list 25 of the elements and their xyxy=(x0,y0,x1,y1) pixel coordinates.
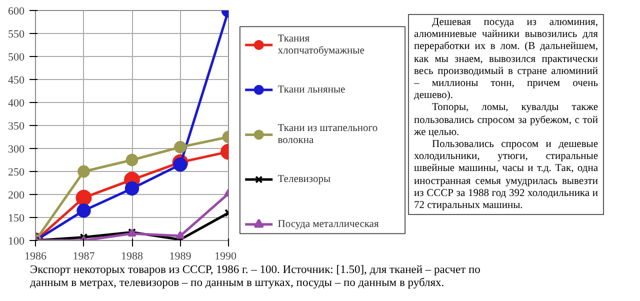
y-tick-label: 450 xyxy=(8,74,25,86)
text: Топоры, ломы, кувалды также пользовались спросом за рубежом, с той же целью. xyxy=(414,102,598,140)
legend-label: Ткания хлопчатобумажные xyxy=(278,33,365,57)
x-tick-label: 1986 xyxy=(24,250,47,262)
x-tick-label: 1989 xyxy=(169,250,192,262)
y-tick-label: 500 xyxy=(8,52,25,64)
text: Экспорт некоторых товаров из СССР, 1986 г. – 100. Источник: [1.50], для тканей – расчет по данным в метрах, телевизоров – по данным в штуках, посуды – по данным в рублях. xyxy=(29,264,482,290)
legend-label: Посуда металлическая xyxy=(278,218,379,230)
y-tick-label: 150 xyxy=(8,212,25,224)
x-tick-label: 1987 xyxy=(72,250,96,262)
y-tick-label: 600 xyxy=(8,6,25,18)
y-tick-label: 550 xyxy=(8,28,25,40)
legend-label: Ткани льняные xyxy=(278,84,346,96)
text: Пользовались спросом и дешевые холодильники, утюги, стиральные швейные машины, часы и т.д. Так, одна иностранная семья умудрилась вывезти из СССР за 1988 год 392 холодильника и 72 стиральных машины. xyxy=(414,139,598,212)
x-tick-label: 1988 xyxy=(121,250,144,262)
legend-label: Телевизоры xyxy=(278,174,331,186)
y-tick-label: 350 xyxy=(8,120,25,132)
text: Дешевая посуда из алюминия, алюминиевые чайники вывозились для переработки их в лом. (В дальнейшем, как мы знаем, вывозился практически весь производимый в стране алюминий – миллионы тонн, причем очень дешево). xyxy=(414,17,598,102)
y-tick-label: 400 xyxy=(8,98,25,110)
x-tick-label: 1990 xyxy=(214,250,237,262)
y-tick-label: 300 xyxy=(8,144,25,156)
y-tick-label: 100 xyxy=(8,236,25,248)
legend-label: Ткани из штапельного волокна xyxy=(278,123,378,146)
y-tick-label: 250 xyxy=(8,166,25,178)
y-tick-label: 200 xyxy=(8,190,25,202)
